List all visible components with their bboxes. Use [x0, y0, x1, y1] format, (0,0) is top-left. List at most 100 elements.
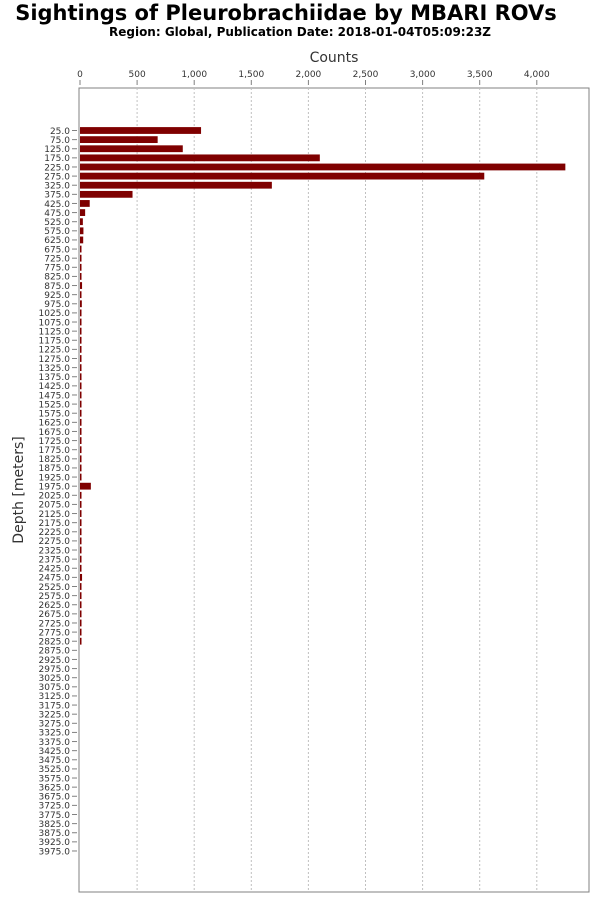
y-tick-label: 3425.0 — [39, 747, 71, 757]
bar — [80, 209, 86, 216]
y-tick-label: 1775.0 — [39, 446, 71, 456]
y-tick-label: 575.0 — [44, 227, 70, 237]
bar — [80, 382, 82, 390]
y-tick-label: 1325.0 — [39, 364, 71, 374]
y-tick-label: 3125.0 — [39, 692, 71, 702]
y-tick-label: 1475.0 — [39, 391, 71, 401]
y-tick-label: 525.0 — [44, 218, 70, 228]
bar — [80, 145, 183, 153]
y-tick-label: 2575.0 — [39, 592, 71, 602]
bar — [80, 190, 133, 198]
bar — [80, 336, 82, 344]
y-tick-label: 2025.0 — [39, 492, 71, 502]
y-tick-label: 3975.0 — [39, 847, 71, 857]
bar — [80, 583, 82, 590]
x-tick-label: 1,500 — [238, 70, 264, 80]
bar — [80, 510, 82, 517]
y-tick-label: 25.0 — [50, 127, 70, 137]
y-tick-label: 2125.0 — [39, 510, 71, 520]
bar — [80, 218, 83, 226]
y-tick-label: 3725.0 — [39, 802, 71, 812]
bar — [80, 364, 82, 372]
bar — [80, 555, 82, 563]
bar — [80, 236, 84, 244]
bar — [80, 491, 82, 499]
y-tick-label: 3025.0 — [39, 674, 71, 684]
x-axis-label: Counts — [310, 50, 359, 66]
y-tick-label: 2675.0 — [39, 610, 71, 620]
bar — [80, 519, 82, 527]
bar — [80, 400, 82, 408]
y-tick-label: 1825.0 — [39, 455, 71, 465]
y-tick-label: 725.0 — [44, 254, 70, 264]
y-tick-label: 1975.0 — [39, 482, 71, 492]
bar — [80, 355, 82, 362]
bar — [80, 318, 82, 326]
chart-title: Sightings of Pleurobrachiidae by MBARI R… — [15, 1, 557, 25]
y-tick-label: 875.0 — [44, 282, 70, 292]
y-tick-label: 1025.0 — [39, 309, 71, 319]
y-tick-label: 2875.0 — [39, 647, 71, 657]
bar — [80, 181, 272, 189]
y-tick-label: 3675.0 — [39, 793, 71, 803]
y-tick-label: 3925.0 — [39, 838, 71, 848]
bar — [80, 300, 82, 308]
y-tick-label: 175.0 — [44, 154, 70, 164]
y-tick-label: 1125.0 — [39, 327, 71, 337]
y-tick-label: 1225.0 — [39, 346, 71, 356]
y-tick-label: 2625.0 — [39, 601, 71, 611]
bar — [80, 564, 82, 572]
y-tick-label: 225.0 — [44, 163, 70, 173]
y-tick-label: 2825.0 — [39, 638, 71, 648]
bars — [80, 127, 566, 645]
y-tick-label: 3375.0 — [39, 738, 71, 748]
y-tick-label: 2225.0 — [39, 528, 71, 538]
bar — [80, 327, 82, 335]
bar — [80, 273, 82, 280]
bar — [80, 546, 82, 554]
bar — [80, 309, 82, 317]
y-tick-label: 925.0 — [44, 291, 70, 301]
y-axis: 25.075.0125.0175.0225.0275.0325.0375.042… — [39, 127, 77, 857]
bar — [80, 537, 82, 545]
y-tick-label: 1375.0 — [39, 373, 71, 383]
bar — [80, 637, 82, 645]
bar — [80, 628, 82, 636]
x-tick-label: 3,500 — [467, 70, 493, 80]
bar — [80, 573, 83, 581]
y-tick-label: 975.0 — [44, 300, 70, 310]
y-tick-label: 75.0 — [50, 136, 70, 146]
y-tick-label: 2925.0 — [39, 656, 71, 666]
y-tick-label: 825.0 — [44, 273, 70, 283]
x-tick-label: 2,000 — [296, 70, 322, 80]
y-tick-label: 1525.0 — [39, 400, 71, 410]
y-tick-label: 3525.0 — [39, 765, 71, 775]
bar — [80, 528, 82, 536]
y-tick-label: 3175.0 — [39, 701, 71, 711]
y-axis-label: Depth [meters] — [11, 436, 27, 543]
chart-subtitle: Region: Global, Publication Date: 2018-0… — [108, 25, 492, 39]
bar — [80, 254, 82, 262]
y-tick-label: 275.0 — [44, 172, 70, 182]
y-tick-label: 2525.0 — [39, 583, 71, 593]
bar — [80, 263, 82, 271]
bar — [80, 282, 83, 289]
y-tick-label: 1875.0 — [39, 464, 71, 474]
bar — [80, 291, 82, 299]
y-tick-label: 2375.0 — [39, 555, 71, 565]
y-tick-label: 1675.0 — [39, 428, 71, 438]
y-tick-label: 3625.0 — [39, 783, 71, 793]
bar — [80, 592, 82, 600]
bar — [80, 619, 82, 627]
bar — [80, 245, 82, 253]
bar — [80, 409, 82, 417]
y-tick-label: 3225.0 — [39, 710, 71, 720]
bar — [80, 428, 82, 435]
y-tick-label: 3575.0 — [39, 774, 71, 784]
y-tick-label: 3475.0 — [39, 756, 71, 766]
bar — [80, 200, 90, 207]
y-tick-label: 1175.0 — [39, 337, 71, 347]
y-tick-label: 1075.0 — [39, 318, 71, 328]
y-tick-label: 2275.0 — [39, 537, 71, 547]
bar — [80, 501, 82, 508]
